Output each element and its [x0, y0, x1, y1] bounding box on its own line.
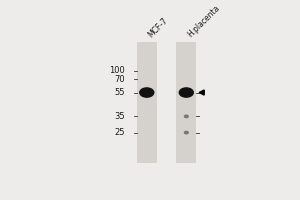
Text: 25: 25 — [114, 128, 125, 137]
Circle shape — [184, 131, 188, 134]
Bar — [137, 42, 157, 163]
Text: 55: 55 — [114, 88, 125, 97]
Circle shape — [140, 88, 154, 97]
Circle shape — [184, 115, 188, 118]
Text: 100: 100 — [109, 66, 125, 75]
Polygon shape — [199, 90, 204, 95]
Circle shape — [179, 88, 193, 97]
Text: H.placenta: H.placenta — [186, 4, 222, 39]
Text: 70: 70 — [114, 75, 125, 84]
Text: MCF-7: MCF-7 — [147, 16, 170, 39]
Text: 35: 35 — [114, 112, 125, 121]
Bar — [176, 42, 196, 163]
